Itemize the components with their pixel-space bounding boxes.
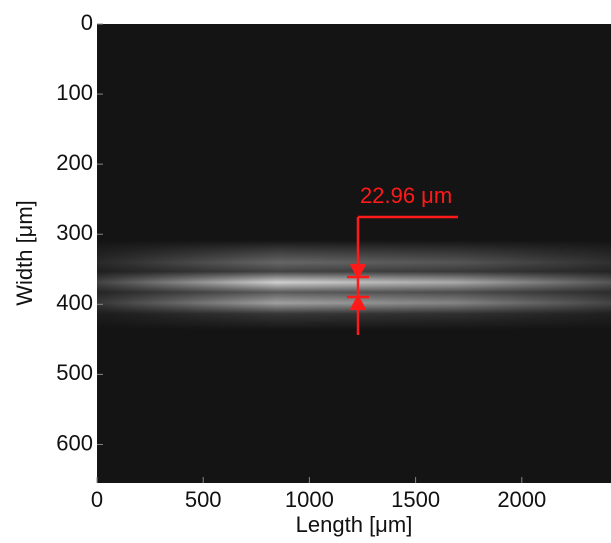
y-tick-label: 200 (56, 150, 93, 175)
y-tick-label: 0 (81, 10, 93, 35)
y-axis-label: Width [μm] (12, 200, 37, 306)
y-tick-label: 500 (56, 360, 93, 385)
measurement-marker (347, 215, 458, 335)
y-tick-label: 400 (56, 290, 93, 315)
x-tick-label: 500 (185, 487, 222, 512)
x-tick-label: 2000 (497, 487, 546, 512)
x-tick-label: 0 (91, 487, 103, 512)
y-tick-label: 600 (56, 430, 93, 455)
x-tick-label: 1000 (285, 487, 334, 512)
y-tick-label: 100 (56, 80, 93, 105)
x-axis-label: Length [μm] (296, 512, 413, 537)
light-band (97, 240, 611, 330)
x-tick-label: 1500 (391, 487, 440, 512)
y-tick-label: 300 (56, 220, 93, 245)
annotation: 22.96 μm (360, 183, 452, 208)
